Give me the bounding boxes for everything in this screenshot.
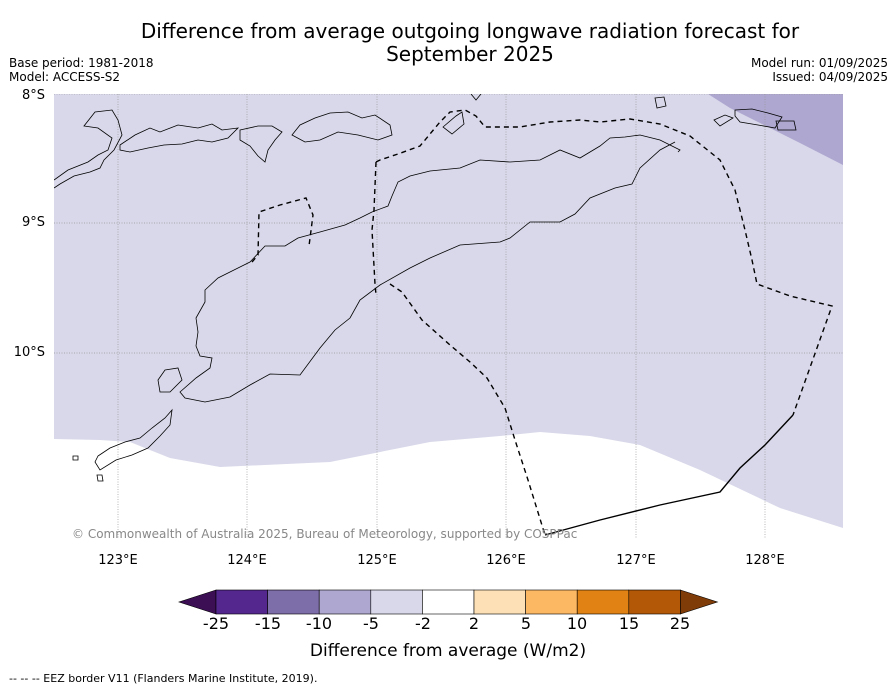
olr-anomaly-fill-light — [54, 94, 843, 528]
eez-border-north-dashed — [375, 109, 833, 416]
olr-anomaly-fill-medium — [708, 94, 843, 165]
colorbar-tick-label: 10 — [566, 614, 588, 633]
colorbar-segment — [215, 589, 268, 615]
flores-west-coastline — [54, 109, 123, 189]
islet-ne-coastline — [470, 94, 482, 101]
colorbar-extend-low — [178, 589, 217, 615]
base-period: Base period: 1981-2018 — [9, 56, 154, 70]
lon-label-128e: 128°E — [745, 553, 785, 568]
eez-border-south-dashed — [389, 283, 546, 536]
eez-legend-note: -- -- -- EEZ border V11 (Flanders Marine… — [9, 672, 318, 685]
coastlines — [54, 94, 797, 482]
islet-north-2-coastline — [442, 111, 465, 135]
eez-borders — [251, 109, 833, 536]
islet-east-far-coastline — [775, 120, 797, 131]
islet-sw-coastline — [72, 455, 79, 461]
colorbar-segment — [370, 589, 423, 615]
timor-coastline — [179, 134, 681, 403]
colorbar-tick-label: 2 — [468, 614, 480, 633]
lembata-coastline — [239, 125, 283, 163]
lon-label-125e: 125°E — [357, 553, 397, 568]
colorbar-segment — [576, 589, 630, 615]
sumba-edge-coastline — [94, 408, 173, 471]
chart-title: Difference from average outgoing longwav… — [110, 20, 830, 66]
colorbar-segment — [473, 589, 526, 615]
colorbar-segment — [267, 589, 320, 615]
colorbar-segment — [318, 589, 372, 615]
title-line-2: September 2025 — [386, 42, 554, 66]
colorbar-tick-label: -15 — [254, 614, 282, 633]
flores-east-coastline — [119, 123, 240, 153]
colorbar-tick-label: 25 — [669, 614, 691, 633]
islet-north-coastline — [654, 96, 667, 109]
meta-left: Base period: 1981-2018 Model: ACCESS-S2 — [9, 56, 154, 84]
lat-label-8s: 8°S — [21, 88, 45, 103]
rote-coastline — [157, 367, 183, 393]
map-area — [54, 94, 843, 539]
lon-label-126e: 126°E — [486, 553, 526, 568]
colorbar-tick-label: -5 — [363, 614, 379, 633]
alor-wetar-coastline — [291, 111, 393, 143]
lon-label-124e: 124°E — [227, 553, 267, 568]
lon-label-123e: 123°E — [98, 553, 138, 568]
eez-border-oecusse-dashed — [251, 197, 314, 263]
colorbar-segment — [628, 589, 681, 615]
colorbar-label: Difference from average (W/m2) — [309, 641, 587, 661]
islet-sw-2-coastline — [96, 474, 104, 482]
issued-date: Issued: 04/09/2025 — [772, 70, 888, 84]
colorbar — [178, 589, 719, 615]
colorbar-extend-high — [680, 589, 719, 615]
eez-border-south-solid — [544, 414, 794, 536]
islet-east-coastline — [734, 108, 783, 129]
lat-label-10s: 10°S — [13, 345, 45, 360]
colorbar-tick-label: -10 — [305, 614, 333, 633]
colorbar-segment — [422, 589, 475, 615]
lon-label-127e: 127°E — [616, 553, 656, 568]
copyright-notice: © Commonwealth of Australia 2025, Bureau… — [72, 527, 578, 541]
colorbar-tick-label: -2 — [415, 614, 431, 633]
title-line-1: Difference from average outgoing longwav… — [140, 19, 800, 43]
colorbar-tick-label: -25 — [202, 614, 230, 633]
colorbar-tick-label: 5 — [520, 614, 532, 633]
colorbar-tick-label: 15 — [618, 614, 640, 633]
gridlines — [54, 94, 843, 539]
islet-east-small-coastline — [713, 114, 734, 127]
lat-label-9s: 9°S — [21, 215, 45, 230]
model-run: Model run: 01/09/2025 — [750, 56, 888, 70]
model-name: Model: ACCESS-S2 — [9, 70, 121, 84]
colorbar-segment — [525, 589, 578, 615]
meta-right: Model run: 01/09/2025 Issued: 04/09/2025 — [751, 56, 888, 84]
